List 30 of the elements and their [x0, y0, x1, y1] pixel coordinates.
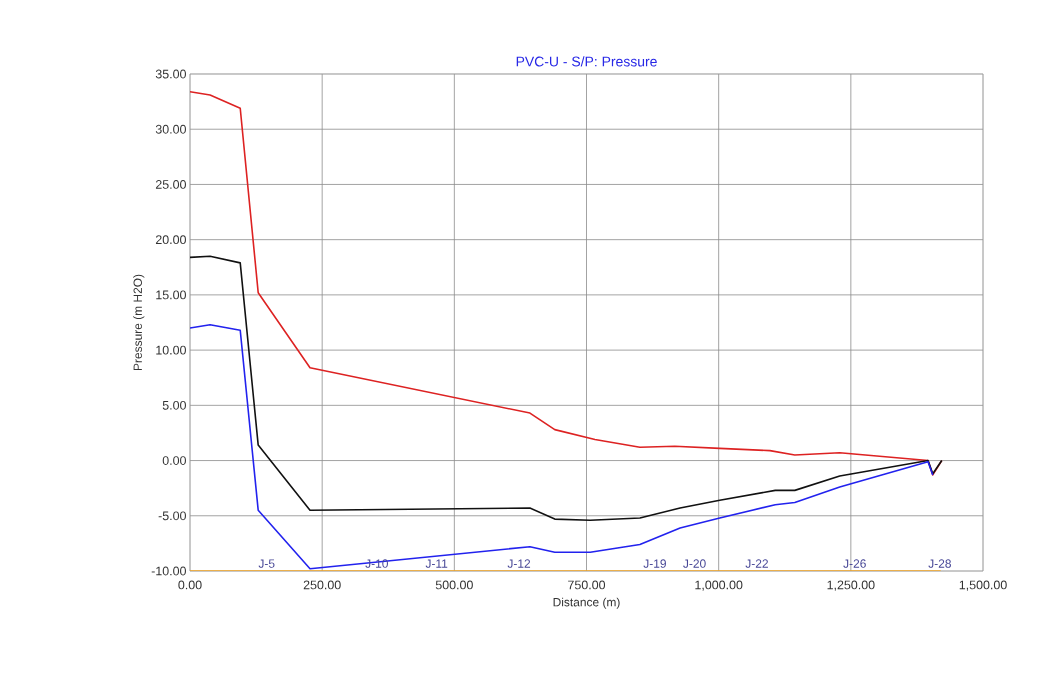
annotation: J-28 [928, 559, 951, 568]
annotation: J-22 [745, 559, 768, 568]
annotation: J-20 [683, 559, 706, 568]
y-tick-label: 25.00 [155, 180, 186, 189]
x-tick-label: 750.00 [568, 580, 606, 590]
annotation: J-19 [643, 559, 666, 568]
line-series [190, 90, 943, 476]
y-tick-label: 20.00 [155, 235, 186, 245]
annotation: J-5 [258, 559, 275, 568]
x-tick-label: 0.00 [178, 580, 202, 590]
y-tick-label: 10.00 [156, 345, 186, 355]
y-tick-label: 0.00 [162, 456, 186, 465]
y-tick-label: 15.00 [156, 290, 186, 300]
annotation: J-12 [507, 559, 531, 568]
x-tick-label: 500.00 [435, 580, 473, 590]
line-series [190, 255, 943, 521]
x-axis-title: Distance (m) [553, 597, 620, 609]
y-tick-label: -10.00 [151, 566, 186, 576]
x-tick-label: 1,500.00 [959, 580, 1007, 591]
y-tick-label: 30.00 [155, 124, 186, 134]
chart-title: PVC-U - S/P: Pressure [516, 56, 657, 67]
x-tick-label: 1,250.00 [827, 580, 875, 591]
annotation: J-26 [843, 559, 866, 568]
y-axis-title: Pressure (m H2O) [133, 274, 145, 371]
y-tick-label: 5.00 [162, 400, 186, 410]
annotation: J-11 [425, 559, 448, 568]
y-tick-label: -5.00 [158, 511, 186, 521]
y-tick-label: 35.00 [155, 69, 186, 79]
x-tick-label: 1,000.00 [695, 580, 743, 591]
x-tick-label: 250.00 [303, 580, 341, 590]
